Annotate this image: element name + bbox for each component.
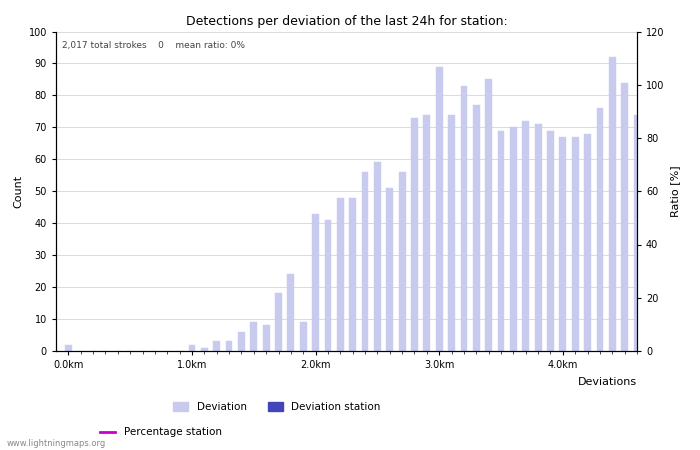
Bar xyxy=(510,127,517,351)
Bar xyxy=(683,41,689,351)
Bar xyxy=(436,67,442,351)
Bar xyxy=(262,325,270,351)
Y-axis label: Ratio [%]: Ratio [%] xyxy=(670,166,680,217)
Bar xyxy=(584,134,591,351)
Legend: Percentage station: Percentage station xyxy=(95,423,225,441)
Bar xyxy=(225,342,232,351)
Bar xyxy=(461,86,468,351)
Bar xyxy=(362,172,368,351)
Bar xyxy=(386,188,393,351)
Bar xyxy=(188,345,195,351)
Bar xyxy=(411,118,418,351)
Bar xyxy=(201,348,208,351)
Bar xyxy=(609,57,616,351)
Bar xyxy=(485,79,492,351)
Bar xyxy=(572,137,579,351)
Bar xyxy=(275,293,282,351)
Bar xyxy=(251,322,257,351)
Bar xyxy=(399,172,405,351)
Bar xyxy=(238,332,245,351)
Bar xyxy=(473,105,480,351)
Bar xyxy=(374,162,381,351)
Text: 2,017 total strokes    0    mean ratio: 0%: 2,017 total strokes 0 mean ratio: 0% xyxy=(62,41,245,50)
Bar xyxy=(695,76,700,351)
Bar xyxy=(325,220,331,351)
Bar xyxy=(65,345,72,351)
Bar xyxy=(522,121,529,351)
Bar xyxy=(547,130,554,351)
Bar xyxy=(337,198,344,351)
Bar xyxy=(300,322,307,351)
Text: www.lightningmaps.org: www.lightningmaps.org xyxy=(7,439,106,448)
Bar xyxy=(312,214,319,351)
Bar xyxy=(214,342,220,351)
Bar xyxy=(671,127,678,351)
Bar xyxy=(559,137,566,351)
Bar xyxy=(535,124,542,351)
Bar xyxy=(349,198,356,351)
Bar xyxy=(658,124,665,351)
Title: Detections per deviation of the last 24h for station:: Detections per deviation of the last 24h… xyxy=(186,14,508,27)
Bar xyxy=(424,115,430,351)
Bar xyxy=(646,127,653,351)
Bar xyxy=(596,108,603,351)
Text: Deviations: Deviations xyxy=(578,377,637,387)
Y-axis label: Count: Count xyxy=(13,175,23,208)
Bar xyxy=(621,83,628,351)
Bar xyxy=(448,115,455,351)
Bar xyxy=(634,115,640,351)
Bar xyxy=(498,130,505,351)
Bar xyxy=(288,274,294,351)
